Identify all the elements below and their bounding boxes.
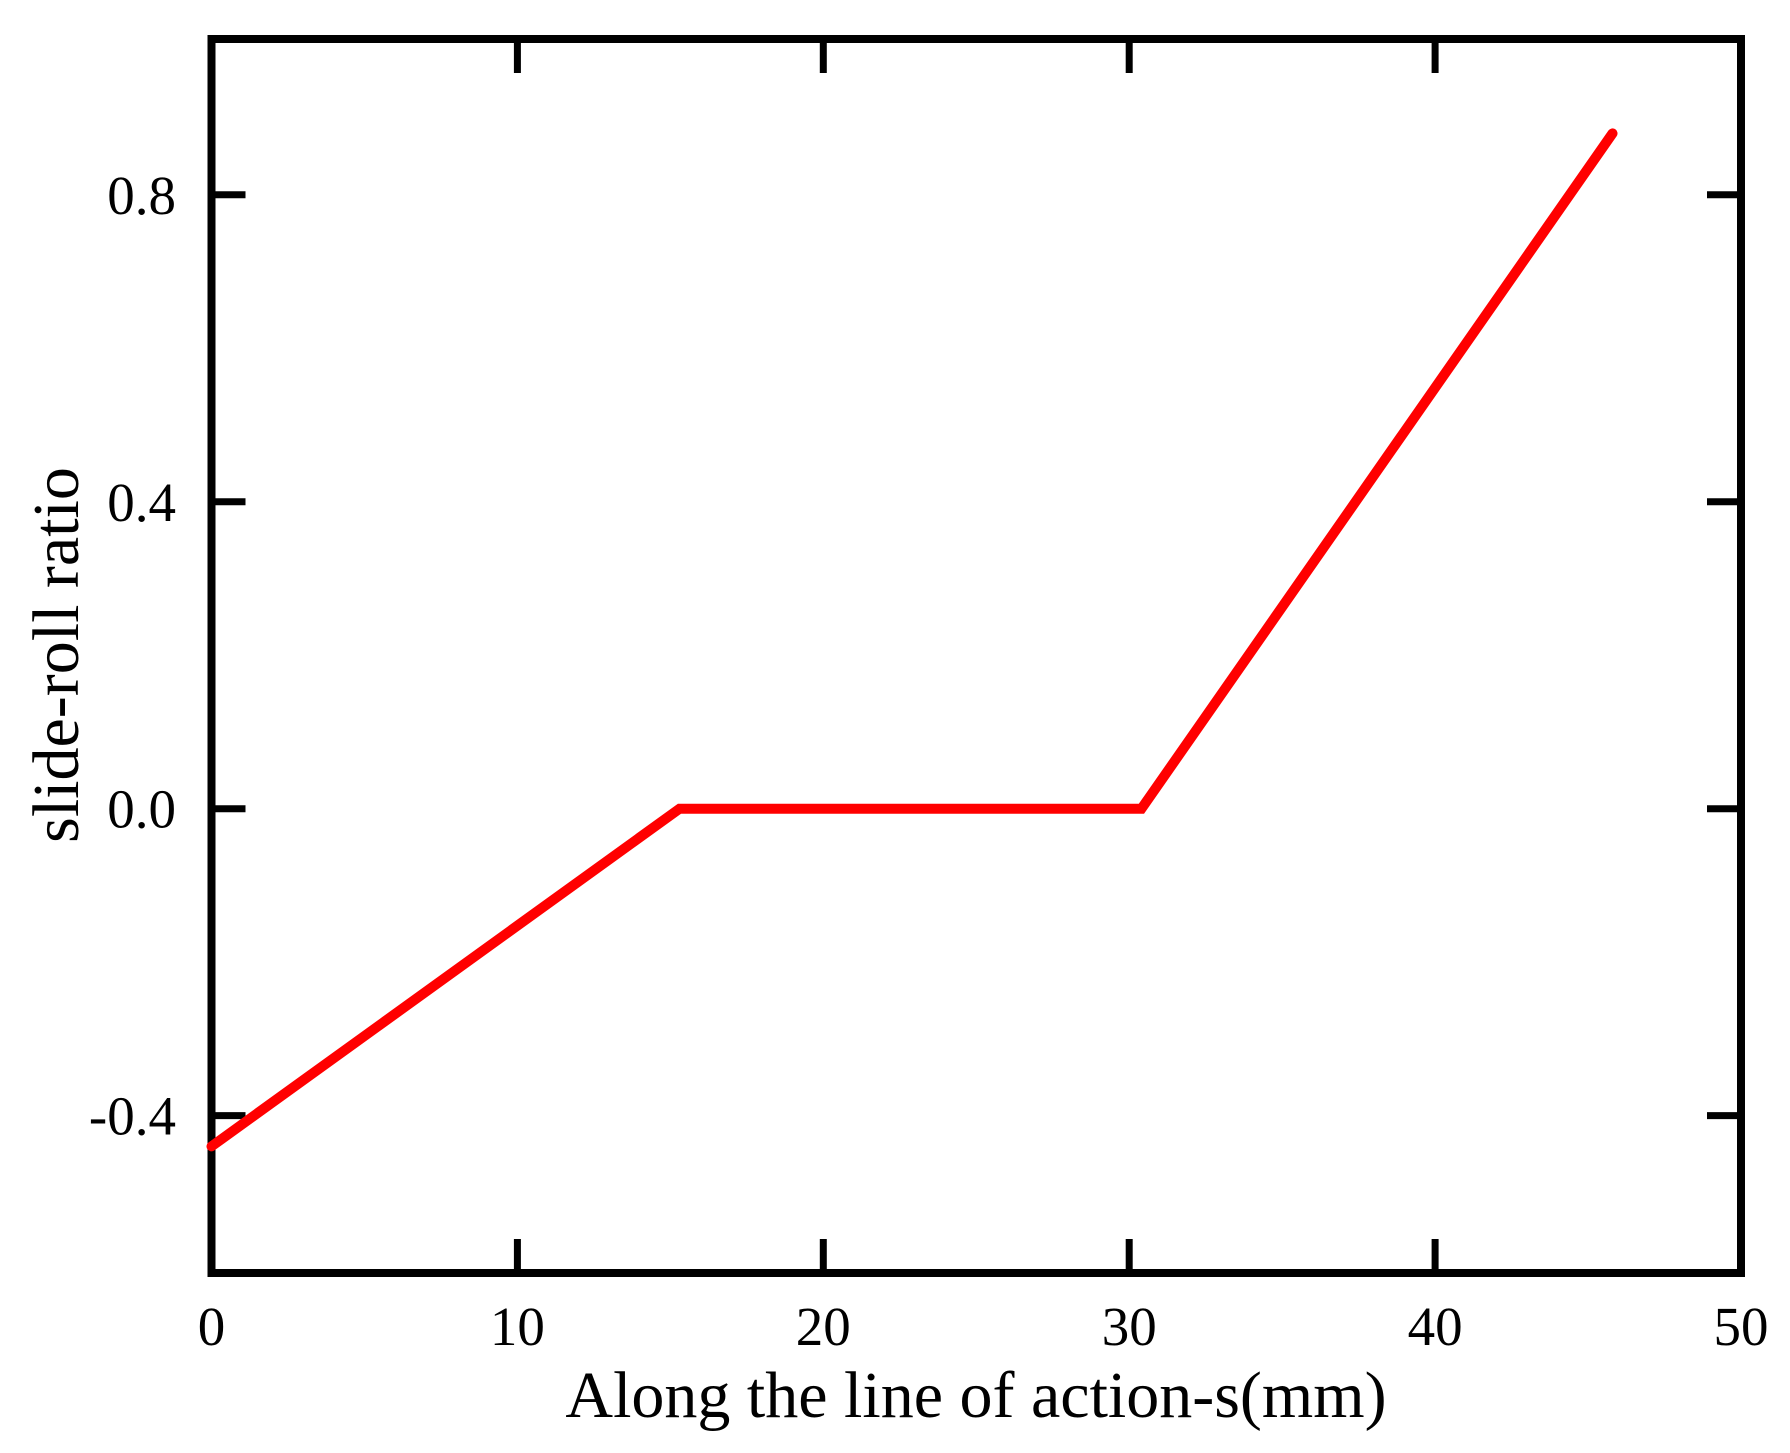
y-axis-title: slide-roll ratio [20, 467, 93, 843]
y-tick-label: 0.0 [107, 779, 176, 840]
x-tick-label: 30 [1102, 1296, 1157, 1357]
y-tick-label: 0.4 [107, 472, 176, 533]
y-tick-labels: -0.4 0.0 0.4 0.8 [89, 165, 176, 1147]
x-tick-label: 50 [1714, 1296, 1769, 1357]
x-tick-label: 20 [796, 1296, 851, 1357]
x-axis-title: Along the line of action-s(mm) [565, 1359, 1386, 1432]
plot-frame [207, 35, 1745, 1277]
series-line [206, 128, 1618, 1152]
x-tick-label: 0 [198, 1296, 226, 1357]
x-tick-label: 10 [490, 1296, 545, 1357]
plot-border [207, 35, 1745, 1277]
x-tick-labels: 0 10 20 30 40 50 [198, 1296, 1769, 1357]
y-tick-label: -0.4 [89, 1086, 176, 1147]
data-series [206, 128, 1618, 1152]
axis-ticks [208, 43, 1745, 1269]
y-tick-label: 0.8 [107, 165, 176, 226]
x-tick-label: 40 [1408, 1296, 1463, 1357]
